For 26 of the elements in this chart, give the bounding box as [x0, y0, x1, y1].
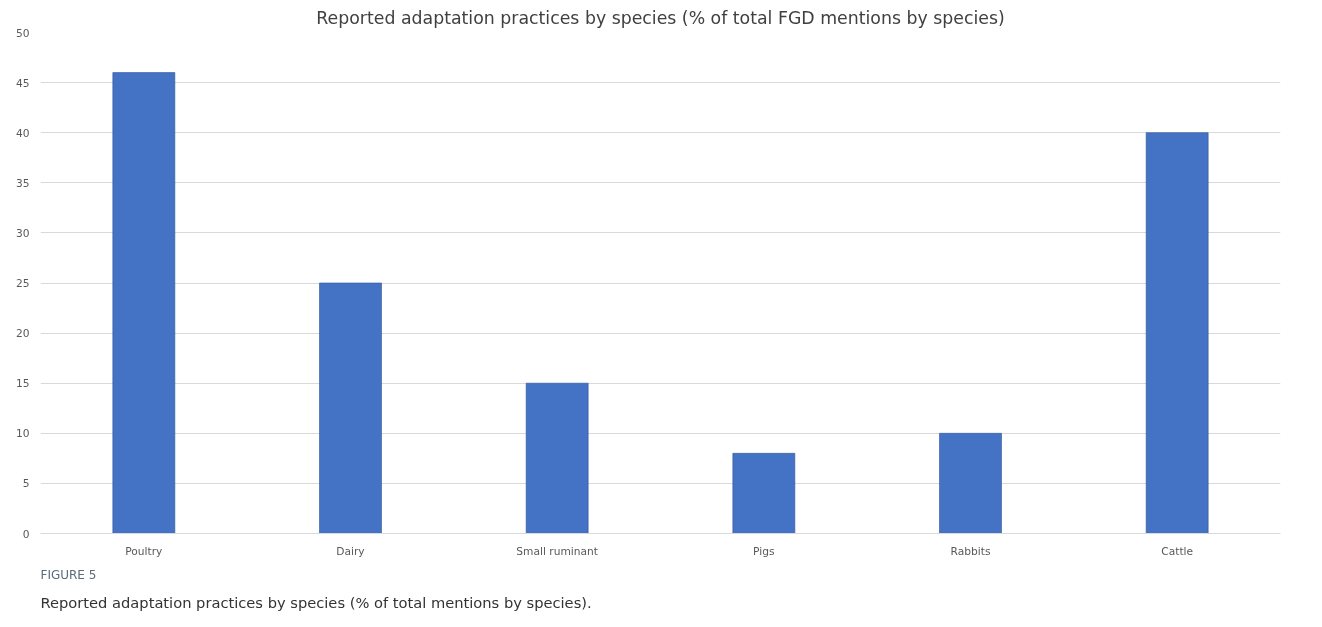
caption: FIGURE 5 — [40, 567, 97, 582]
bar — [112, 72, 176, 534]
bar — [732, 453, 796, 534]
chart-title: Reported adaptation practices by species (% of total FGD mentions by species) — [316, 7, 1005, 28]
bar — [525, 382, 589, 534]
bar — [319, 282, 382, 534]
x-tick-label: Small ruminant — [516, 544, 599, 558]
bar — [939, 433, 1002, 534]
y-tick-label: 5 — [22, 477, 30, 491]
y-tick-label: 35 — [15, 176, 30, 190]
text: Reported adaptation practices by species (% of total mentions by species). — [40, 593, 592, 611]
y-tick-label: 45 — [15, 76, 30, 90]
x-tick-label: Rabbits — [950, 544, 991, 558]
y-tick-label: 15 — [15, 377, 30, 391]
x-tick-label: Pigs — [753, 544, 776, 558]
y-tick-label: 10 — [15, 427, 30, 441]
y-tick-label: 40 — [15, 126, 30, 140]
x-tick-label: Poultry — [125, 544, 163, 558]
y-tick-label: 30 — [15, 226, 30, 240]
x-tick-label: Cattle — [1161, 544, 1194, 558]
y-tick-label: 20 — [15, 327, 30, 341]
bar — [1145, 132, 1209, 534]
y-tick-label: 25 — [15, 277, 30, 290]
y-tick-label: 0 — [22, 527, 30, 541]
x-tick-label: Dairy — [336, 544, 365, 558]
y-tick-label: 50 — [15, 26, 30, 40]
